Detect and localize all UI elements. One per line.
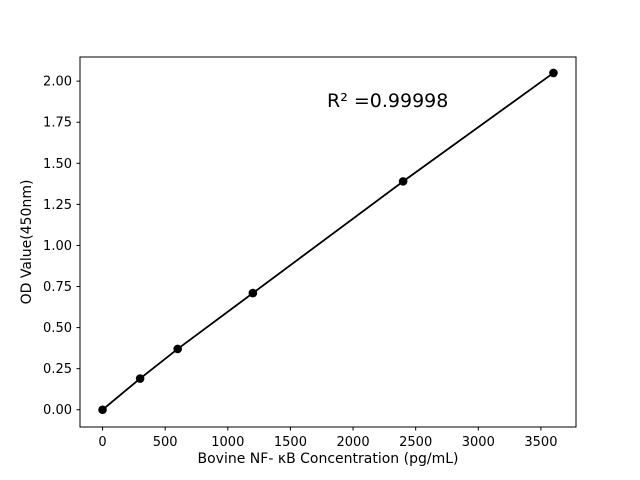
y-tick-label: 2.00 — [43, 75, 72, 90]
x-tick-label: 500 — [153, 435, 178, 450]
x-tick-label: 3500 — [524, 435, 557, 450]
data-point — [135, 374, 145, 383]
data-point — [549, 68, 558, 78]
y-tick-label: 1.00 — [43, 239, 72, 254]
series-line — [101, 72, 554, 411]
y-tick-label: 1.50 — [43, 157, 72, 172]
data-point — [398, 177, 408, 186]
x-tick-label: 3000 — [462, 435, 495, 450]
x-tick-label: 1000 — [211, 435, 244, 450]
x-tick-label: 2500 — [399, 435, 432, 450]
plot-area: 0 500 1000 1500 2000 2500 3000 3500 0.00 0.25 0.50… — [43, 56, 577, 450]
y-tick-label: 0.50 — [43, 321, 72, 336]
y-tick-label: 1.25 — [43, 198, 72, 213]
y-tick-label: 0.75 — [43, 280, 72, 295]
x-tick-label: 2000 — [337, 435, 370, 450]
y-axis-label: OD Value(450nm) — [19, 180, 35, 305]
x-axis-label: Bovine NF- κB Concentration (pg/mL) — [198, 451, 459, 467]
data-point — [98, 405, 107, 415]
x-tick-label: 1500 — [274, 435, 307, 450]
x-tick-label: 0 — [98, 435, 106, 450]
plot-frame — [79, 56, 577, 428]
y-tick-label: 0.00 — [43, 403, 72, 418]
y-tick-label: 0.25 — [43, 362, 72, 377]
y-tick-label: 1.75 — [43, 116, 72, 131]
r-squared-annotation: R² =0.99998 — [327, 90, 448, 112]
data-point — [248, 288, 258, 298]
data-point — [173, 344, 182, 354]
